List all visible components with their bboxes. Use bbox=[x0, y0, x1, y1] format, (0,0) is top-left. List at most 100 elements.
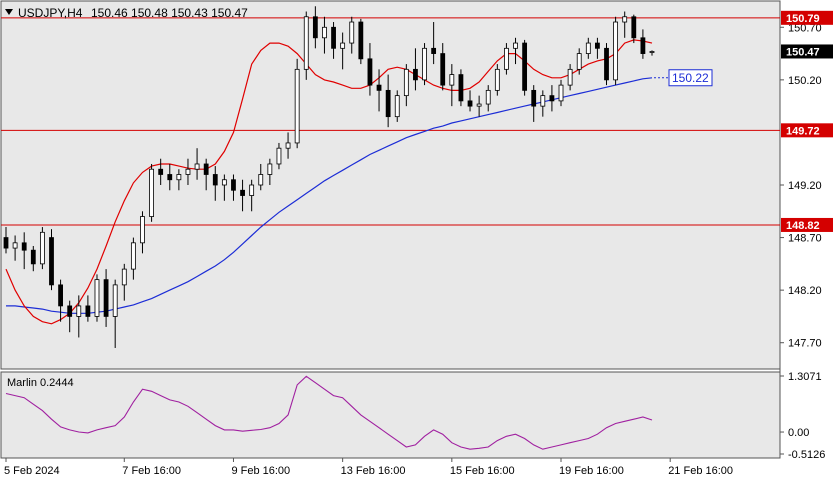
y-tick-label: 150.20 bbox=[788, 75, 822, 87]
candle[interactable] bbox=[276, 147, 282, 165]
x-tick-label: 7 Feb 16:00 bbox=[122, 465, 181, 477]
candle[interactable] bbox=[385, 89, 391, 118]
ma-marker-box[interactable] bbox=[668, 69, 713, 87]
candle[interactable] bbox=[504, 47, 509, 70]
candle[interactable] bbox=[422, 47, 427, 81]
candle[interactable] bbox=[585, 42, 591, 54]
candle[interactable] bbox=[285, 142, 291, 149]
candle[interactable] bbox=[558, 84, 564, 102]
candle[interactable] bbox=[340, 42, 346, 49]
x-tick-label: 9 Feb 16:00 bbox=[231, 465, 290, 477]
candle[interactable] bbox=[212, 174, 218, 186]
candle[interactable] bbox=[21, 242, 27, 251]
candle[interactable] bbox=[103, 279, 109, 317]
y-tick-label: 149.20 bbox=[788, 180, 822, 192]
level-tag-label: 149.72 bbox=[786, 125, 820, 137]
candle[interactable] bbox=[358, 21, 364, 60]
candle[interactable] bbox=[121, 268, 127, 286]
price-panel[interactable] bbox=[0, 0, 781, 370]
candle[interactable] bbox=[158, 168, 164, 175]
candle[interactable] bbox=[30, 249, 36, 265]
oscillator-label: Marlin 0.2444 bbox=[7, 377, 74, 389]
candle[interactable] bbox=[240, 189, 245, 196]
y-tick-label: 148.20 bbox=[788, 285, 822, 297]
candle[interactable] bbox=[3, 237, 9, 249]
candle[interactable] bbox=[140, 216, 145, 244]
candle[interactable] bbox=[522, 42, 528, 91]
candle[interactable] bbox=[403, 68, 409, 97]
candle[interactable] bbox=[294, 68, 300, 144]
candle[interactable] bbox=[12, 242, 18, 249]
candle[interactable] bbox=[494, 68, 500, 91]
candle[interactable] bbox=[76, 305, 82, 317]
dropdown-arrow-icon[interactable] bbox=[5, 9, 13, 15]
candle[interactable] bbox=[622, 16, 628, 23]
candle[interactable] bbox=[39, 231, 45, 265]
candle[interactable] bbox=[649, 51, 655, 53]
candle[interactable] bbox=[531, 89, 537, 107]
candle[interactable] bbox=[49, 237, 54, 286]
candle[interactable] bbox=[513, 42, 518, 49]
candle[interactable] bbox=[185, 168, 191, 175]
x-tick-label: 15 Feb 16:00 bbox=[450, 465, 515, 477]
y-tick-label: 150.70 bbox=[788, 22, 822, 34]
candle[interactable] bbox=[249, 184, 255, 196]
y-tick-label: 148.70 bbox=[788, 233, 822, 245]
candle[interactable] bbox=[349, 21, 355, 44]
candle[interactable] bbox=[176, 174, 182, 181]
candle[interactable] bbox=[85, 305, 91, 317]
candle[interactable] bbox=[467, 100, 473, 107]
candle[interactable] bbox=[431, 47, 437, 54]
candle[interactable] bbox=[485, 89, 491, 105]
candle[interactable] bbox=[322, 26, 327, 39]
candle[interactable] bbox=[258, 174, 264, 186]
candle[interactable] bbox=[458, 74, 464, 102]
candle[interactable] bbox=[595, 42, 600, 49]
candle[interactable] bbox=[376, 84, 382, 91]
x-tick-label: 13 Feb 16:00 bbox=[341, 465, 406, 477]
level-tag bbox=[781, 217, 833, 232]
candle[interactable] bbox=[94, 279, 100, 317]
y-tick-label: 147.70 bbox=[788, 338, 822, 350]
candle[interactable] bbox=[440, 53, 446, 86]
candle[interactable] bbox=[112, 284, 118, 317]
ohlc-label: 150.46 150.48 150.43 150.47 bbox=[91, 6, 248, 20]
level-tag-label: 150.79 bbox=[786, 13, 820, 25]
level-tag bbox=[781, 123, 833, 138]
candle[interactable] bbox=[540, 95, 546, 107]
candle[interactable] bbox=[203, 163, 209, 175]
candle[interactable] bbox=[604, 47, 609, 81]
candle[interactable] bbox=[221, 179, 227, 186]
candle[interactable] bbox=[476, 103, 482, 107]
candle[interactable] bbox=[167, 174, 173, 181]
current-price-tag bbox=[781, 44, 833, 59]
candle[interactable] bbox=[303, 16, 309, 70]
level-tag bbox=[781, 10, 833, 25]
candle[interactable] bbox=[194, 163, 200, 170]
candle[interactable] bbox=[331, 26, 336, 49]
x-tick-label: 5 Feb 2024 bbox=[4, 465, 60, 477]
candle[interactable] bbox=[394, 95, 400, 118]
candle[interactable] bbox=[631, 16, 637, 39]
candle[interactable] bbox=[231, 179, 236, 191]
candle[interactable] bbox=[449, 74, 455, 86]
osc-tick-label: 0.00 bbox=[788, 427, 809, 439]
candle[interactable] bbox=[67, 305, 73, 317]
oscillator-panel[interactable] bbox=[0, 371, 781, 459]
candle[interactable] bbox=[413, 68, 418, 81]
fast-ma-line bbox=[5, 39, 653, 325]
candle[interactable] bbox=[549, 95, 555, 102]
current-price-label: 150.47 bbox=[786, 46, 820, 58]
candle[interactable] bbox=[312, 16, 318, 39]
candle[interactable] bbox=[613, 21, 619, 81]
candle[interactable] bbox=[576, 53, 582, 70]
candle[interactable] bbox=[567, 68, 573, 86]
candle[interactable] bbox=[130, 242, 136, 270]
candle[interactable] bbox=[149, 168, 154, 217]
candle[interactable] bbox=[367, 58, 373, 86]
candle[interactable] bbox=[267, 163, 273, 175]
candle[interactable] bbox=[58, 284, 63, 307]
candle[interactable] bbox=[640, 37, 646, 54]
